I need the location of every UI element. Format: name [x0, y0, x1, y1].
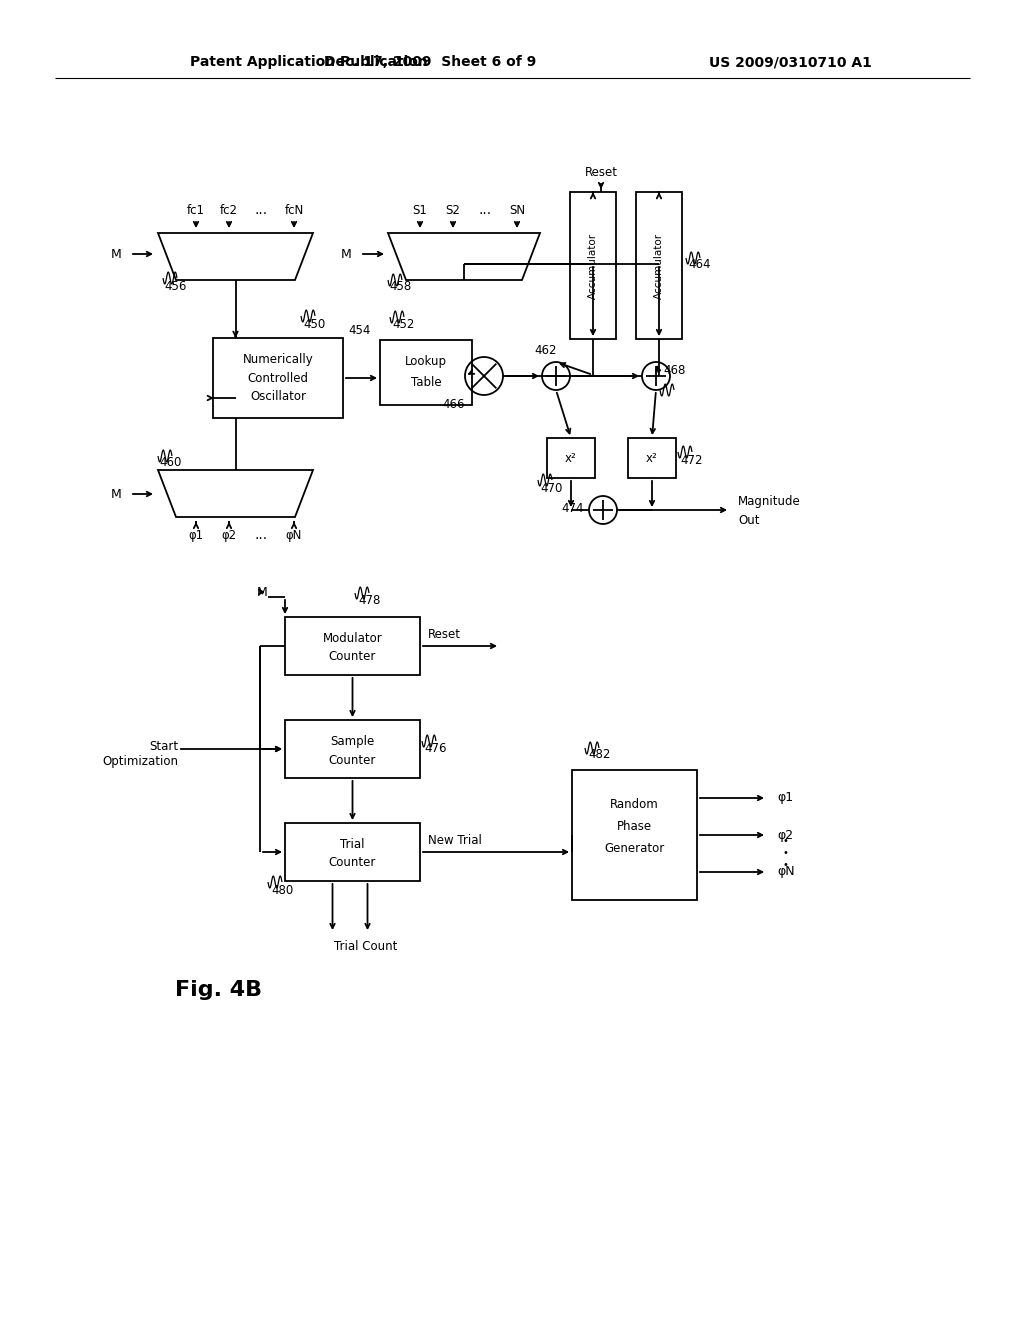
Text: ...: ...: [478, 203, 492, 216]
Text: fcN: fcN: [285, 203, 304, 216]
Text: Magnitude: Magnitude: [738, 495, 801, 508]
Text: New Trial: New Trial: [428, 833, 482, 846]
Text: 460: 460: [160, 457, 182, 470]
Text: x²: x²: [646, 451, 657, 465]
Text: φ1: φ1: [188, 528, 204, 541]
Text: Numerically: Numerically: [243, 354, 313, 367]
Text: S2: S2: [445, 203, 461, 216]
Text: 462: 462: [535, 343, 557, 356]
Bar: [380, 341, 472, 405]
Text: x²: x²: [565, 451, 577, 465]
Text: Counter: Counter: [329, 651, 376, 664]
Text: •
•
•: • • •: [782, 837, 787, 870]
Bar: [636, 191, 682, 339]
Text: Out: Out: [738, 513, 760, 527]
Text: Reset: Reset: [428, 627, 461, 640]
Text: M: M: [257, 586, 268, 598]
Bar: [570, 191, 616, 339]
Text: 450: 450: [304, 318, 326, 330]
Text: Table: Table: [411, 376, 441, 389]
Bar: [285, 719, 420, 777]
Text: Optimization: Optimization: [102, 755, 178, 768]
Text: S1: S1: [413, 203, 427, 216]
Text: fc2: fc2: [220, 203, 238, 216]
Text: Start: Start: [148, 739, 178, 752]
Text: Random: Random: [610, 799, 658, 812]
Text: ...: ...: [254, 528, 267, 543]
Text: Trial Count: Trial Count: [335, 940, 398, 953]
Bar: [628, 438, 676, 478]
Text: Trial: Trial: [340, 838, 365, 851]
Text: 480: 480: [272, 883, 294, 896]
Text: 482: 482: [589, 748, 611, 762]
Text: φN: φN: [777, 866, 795, 879]
Text: 456: 456: [165, 280, 187, 293]
Text: 468: 468: [664, 363, 686, 376]
Text: φ2: φ2: [777, 829, 794, 842]
Text: Modulator: Modulator: [323, 632, 382, 645]
Text: 466: 466: [442, 397, 465, 411]
Text: 470: 470: [541, 482, 563, 495]
Text: 464: 464: [689, 259, 712, 272]
Text: 472: 472: [681, 454, 703, 466]
Bar: [285, 616, 420, 675]
Text: φ2: φ2: [221, 528, 237, 541]
Text: SN: SN: [509, 203, 525, 216]
Text: Accumulator: Accumulator: [654, 232, 664, 298]
Text: 474: 474: [562, 502, 585, 515]
Bar: [547, 438, 595, 478]
Text: Accumulator: Accumulator: [588, 232, 598, 298]
Text: Sample: Sample: [331, 735, 375, 748]
Text: 476: 476: [425, 742, 447, 755]
Text: M: M: [112, 248, 122, 260]
Text: 452: 452: [393, 318, 415, 331]
Text: Phase: Phase: [616, 821, 652, 833]
Text: Counter: Counter: [329, 754, 376, 767]
Text: Oscillator: Oscillator: [250, 389, 306, 403]
Text: 454: 454: [349, 323, 371, 337]
Text: φ1: φ1: [777, 792, 794, 804]
Text: Counter: Counter: [329, 857, 376, 870]
Bar: [572, 770, 697, 900]
Text: Fig. 4B: Fig. 4B: [175, 979, 262, 1001]
Text: 478: 478: [358, 594, 381, 606]
Text: Patent Application Publication: Patent Application Publication: [190, 55, 428, 69]
Text: M: M: [112, 487, 122, 500]
Text: Lookup: Lookup: [406, 355, 447, 368]
Bar: [285, 822, 420, 880]
Text: US 2009/0310710 A1: US 2009/0310710 A1: [709, 55, 871, 69]
Text: Generator: Generator: [604, 842, 665, 855]
Text: M: M: [341, 248, 352, 260]
Text: Controlled: Controlled: [248, 371, 308, 384]
Bar: [213, 338, 343, 418]
Text: Reset: Reset: [585, 166, 617, 180]
Text: Dec. 17, 2009  Sheet 6 of 9: Dec. 17, 2009 Sheet 6 of 9: [324, 55, 537, 69]
Text: φN: φN: [286, 528, 302, 541]
Text: ...: ...: [254, 203, 267, 216]
Text: fc1: fc1: [187, 203, 205, 216]
Text: 458: 458: [389, 281, 411, 293]
